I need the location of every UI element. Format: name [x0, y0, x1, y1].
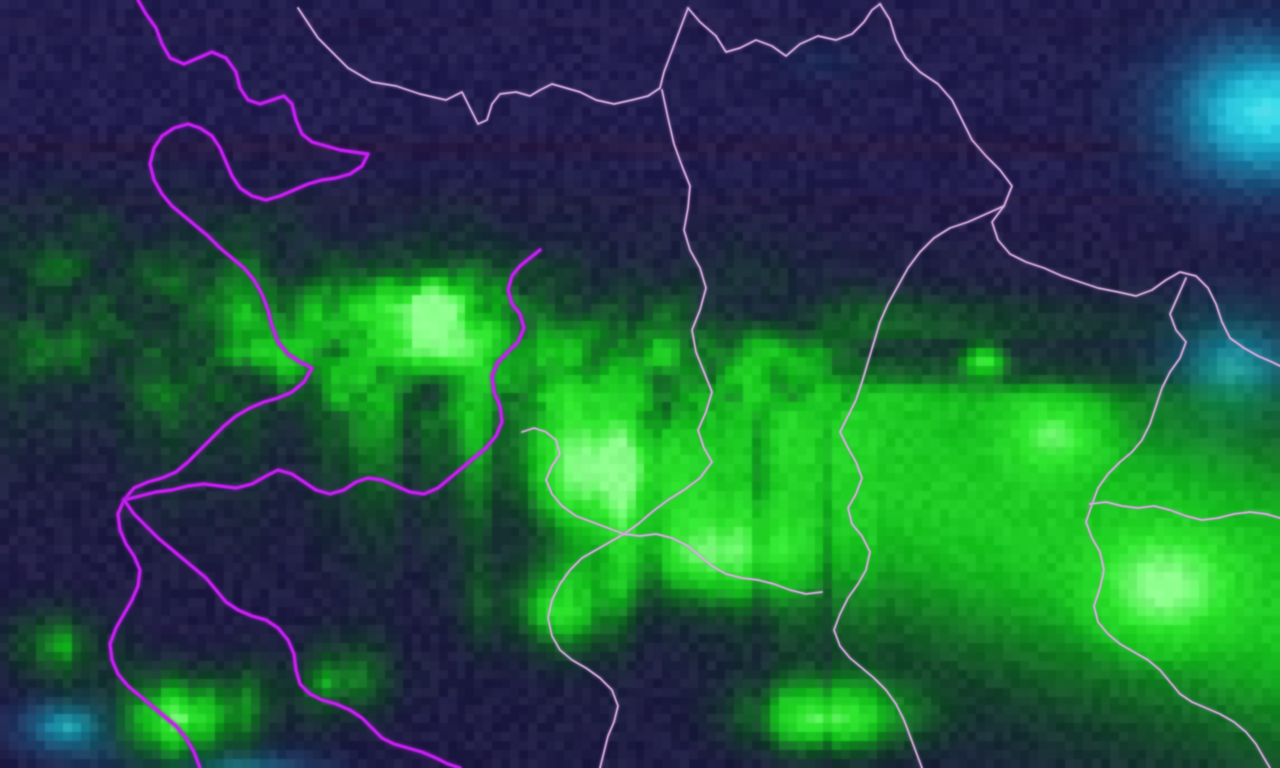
state-boundary-group: [296, 2, 1280, 768]
